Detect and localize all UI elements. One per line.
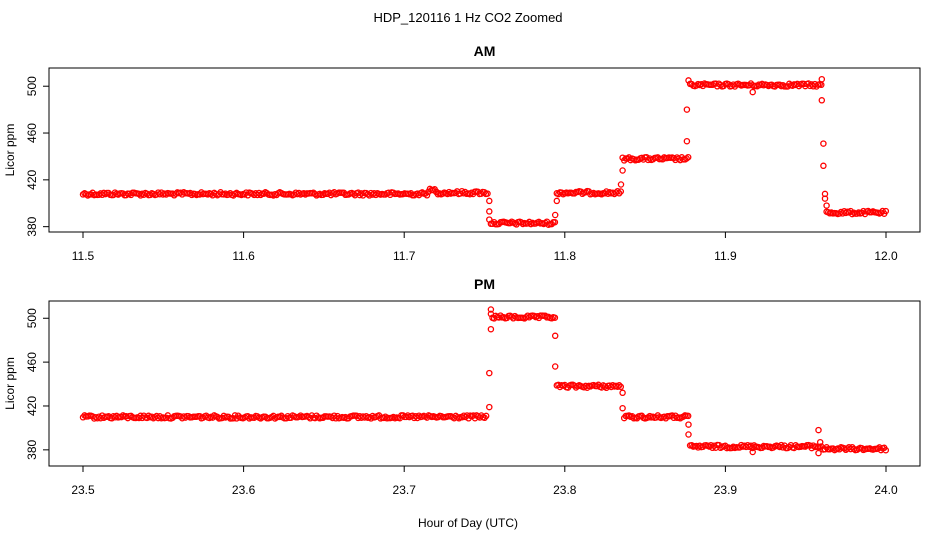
pm-data-point [487,310,495,318]
pm-y-tick-label: 420 [25,396,39,416]
am-data-point [617,181,625,188]
am-data-point [818,75,826,83]
pm-data-point [486,369,493,377]
pm-data-point [685,421,692,428]
am-data-point [820,140,827,147]
am-data-point [823,202,830,209]
pm-data-point [486,403,493,411]
pm-data-point [145,412,152,420]
am-data-point [821,195,829,202]
am-data-point [683,155,690,162]
pm-data-point [94,414,101,422]
am-data-point [486,208,493,215]
am-y-tick-label: 380 [25,216,39,236]
am-data-point [619,167,626,174]
pm-x-tick-label: 23.7 [393,483,417,497]
pm-panel: PM 23.5 23.6 23.7 23.8 23.9 24.0 380 420 460 500 Li… [3,276,921,497]
pm-data-point [619,389,626,397]
pm-data-point [749,448,756,456]
pm-data-points [79,306,890,457]
pm-y-tick-label: 460 [25,352,39,372]
pm-data-point [487,325,495,333]
pm-data-point [460,412,468,419]
pm-data-point [614,383,621,390]
am-y-axis-label: Licor ppm [3,124,17,177]
pm-data-point [551,332,559,340]
pm-data-point [816,438,824,446]
am-data-point [257,191,264,199]
am-plot-frame [48,67,921,233]
pm-data-point [619,404,626,412]
pm-data-point [815,426,822,434]
am-data-point [484,190,491,197]
am-y-tick-label: 420 [25,170,39,190]
pm-data-point [615,382,623,389]
am-x-tick-label: 11.7 [393,249,416,263]
am-data-point [466,190,474,198]
am-panel: AM 11.5 11.6 11.7 11.8 11.9 12.0 380 420 460 500 Li… [3,43,921,263]
am-data-point [551,218,559,226]
am-data-point [551,211,559,219]
pm-data-point [482,412,490,420]
pm-data-point [625,412,633,419]
am-data-point [137,192,144,199]
pm-x-tick-label: 23.6 [232,483,256,497]
pm-data-point [617,383,625,391]
am-data-point [749,88,756,96]
am-data-points [79,75,890,228]
pm-plot-frame [48,300,921,467]
pm-data-point [551,314,559,321]
pm-x-tick-label: 23.5 [71,483,95,497]
pm-data-point [551,363,559,370]
am-data-point [684,153,692,161]
pm-y-tick-label: 500 [25,308,39,328]
am-data-point [486,197,493,205]
am-y-tick-label: 460 [25,123,39,143]
am-data-point [683,137,691,145]
pm-y-tick-label: 380 [25,440,39,460]
am-y-tick-label: 500 [25,76,39,96]
am-x-tick-label: 11.9 [714,249,737,263]
pm-y-axis-label: Licor ppm [3,357,17,410]
pm-data-point [684,412,692,420]
pm-x-tick-label: 24.0 [874,483,898,497]
am-x-tick-label: 11.5 [72,249,95,263]
am-data-point [685,77,692,84]
pm-data-point [882,446,890,454]
x-axis-label: Hour of Day (UTC) [418,516,518,530]
am-x-tick-label: 11.6 [232,249,255,263]
am-data-point [423,192,431,199]
am-data-point [818,97,826,104]
pm-panel-title: PM [474,276,495,292]
pm-data-point [487,306,495,313]
pm-data-point [815,449,822,457]
am-data-point [553,197,561,205]
am-data-point [820,162,827,170]
figure-title: HDP_120116 1 Hz CO2 Zoomed [373,10,562,25]
am-data-point [882,207,890,215]
am-data-point [481,188,488,196]
am-panel-title: AM [474,43,496,59]
pm-data-point [685,431,692,438]
pm-x-tick-label: 23.9 [714,483,738,497]
am-data-point [617,188,625,195]
am-x-tick-label: 12.0 [874,249,898,263]
pm-data-point [744,441,751,449]
pm-x-tick-label: 23.8 [553,483,577,497]
am-data-point [486,216,493,223]
am-data-point [683,106,691,113]
am-x-tick-label: 11.8 [554,249,577,263]
